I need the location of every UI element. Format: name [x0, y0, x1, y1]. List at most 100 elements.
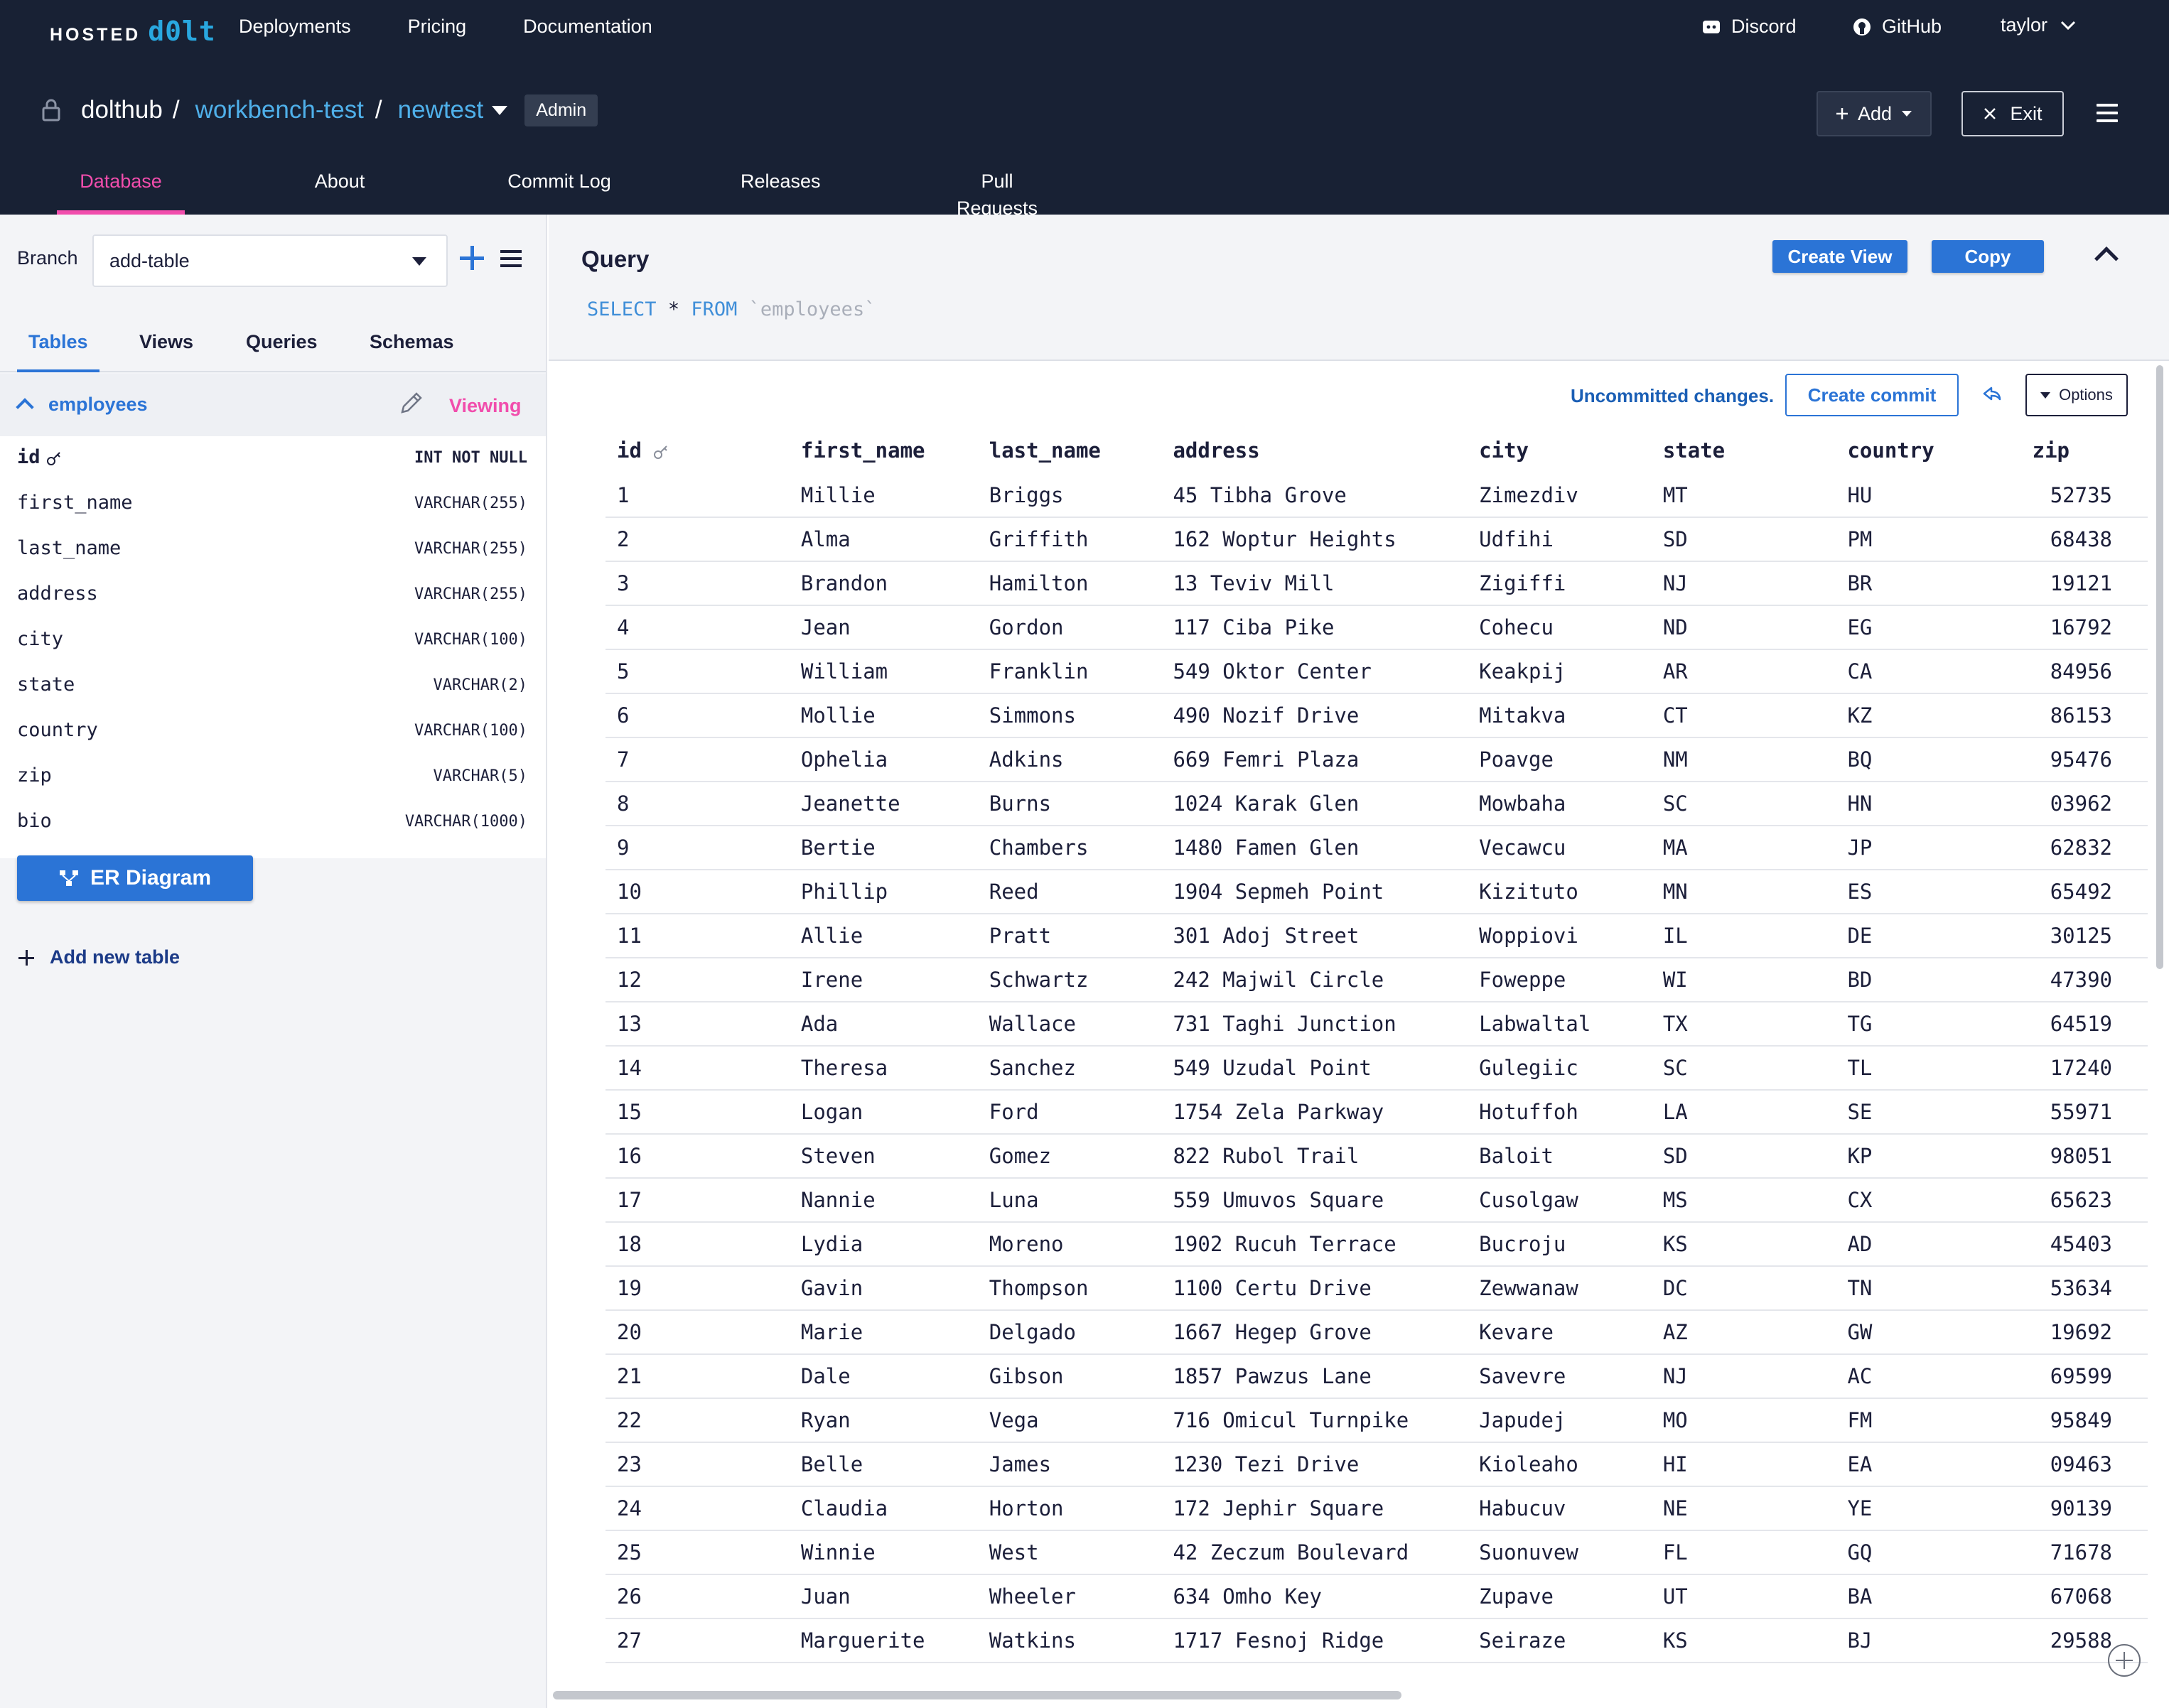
table-row[interactable]: 26 Juan Wheeler 634 Omho Key Zupave UT BA 67068 — [606, 1574, 2148, 1619]
table-cell-city[interactable]: Labwaltal — [1468, 1002, 1652, 1047]
table-cell-address[interactable]: 1902 Rucuh Terrace — [1161, 1222, 1468, 1267]
table-cell-city[interactable]: Hotuffoh — [1468, 1090, 1652, 1135]
table-cell-first-name[interactable]: Logan — [789, 1090, 978, 1135]
table-cell-id[interactable]: 24 — [606, 1486, 790, 1531]
table-cell-country[interactable]: BR — [1836, 561, 2021, 606]
table-row[interactable]: 16 Steven Gomez 822 Rubol Trail Baloit SD KP 98… — [606, 1134, 2148, 1179]
table-cell-address[interactable]: 669 Femri Plaza — [1161, 737, 1468, 782]
table-cell-first-name[interactable]: Nannie — [789, 1178, 978, 1223]
table-cell-address[interactable]: 1857 Pawzus Lane — [1161, 1354, 1468, 1399]
table-cell-zip[interactable]: 98051 — [2020, 1134, 2148, 1179]
new-branch-plus-icon[interactable] — [460, 246, 484, 270]
table-cell-last-name[interactable]: West — [977, 1530, 1162, 1575]
copy-button[interactable]: Copy — [1932, 240, 2044, 273]
table-cell-city[interactable]: Woppiovi — [1468, 914, 1652, 958]
table-cell-city[interactable]: Kizituto — [1468, 870, 1652, 914]
table-cell-country[interactable]: JP — [1836, 826, 2021, 870]
add-button[interactable]: Add — [1817, 91, 1932, 136]
table-cell-zip[interactable]: 64519 — [2020, 1002, 2148, 1047]
table-row[interactable]: 12 Irene Schwartz 242 Majwil Circle Foweppe W… — [606, 958, 2148, 1002]
column-header-last-name[interactable]: last_name — [978, 428, 1162, 473]
table-cell-state[interactable]: SD — [1651, 517, 1836, 562]
table-cell-country[interactable]: FM — [1836, 1398, 2021, 1443]
table-cell-state[interactable]: MN — [1651, 870, 1836, 914]
table-cell-zip[interactable]: 17240 — [2020, 1046, 2148, 1091]
column-header-city[interactable]: city — [1468, 428, 1652, 473]
sidebar-tab-queries[interactable]: Queries — [246, 331, 318, 352]
table-cell-address[interactable]: 1480 Famen Glen — [1161, 826, 1468, 870]
table-cell-state[interactable]: MT — [1651, 473, 1836, 518]
table-cell-zip[interactable]: 65492 — [2020, 870, 2148, 914]
breadcrumb-owner[interactable]: dolthub — [81, 96, 163, 124]
table-cell-id[interactable]: 1 — [606, 473, 790, 518]
table-cell-first-name[interactable]: Marguerite — [789, 1618, 978, 1663]
table-row[interactable]: 9 Bertie Chambers 1480 Famen Glen Vecawcu MA J… — [606, 826, 2148, 870]
table-cell-last-name[interactable]: Schwartz — [977, 958, 1162, 1002]
table-cell-zip[interactable]: 69599 — [2020, 1354, 2148, 1399]
table-cell-address[interactable]: 731 Taghi Junction — [1161, 1002, 1468, 1047]
table-cell-first-name[interactable]: Jean — [789, 605, 978, 650]
table-cell-zip[interactable]: 67068 — [2020, 1574, 2148, 1619]
table-cell-id[interactable]: 8 — [606, 782, 790, 826]
table-cell-city[interactable]: Seiraze — [1468, 1618, 1652, 1663]
table-cell-city[interactable]: Zewwanaw — [1468, 1266, 1652, 1311]
table-row[interactable]: 21 Dale Gibson 1857 Pawzus Lane Savevre NJ AC 6… — [606, 1354, 2148, 1399]
table-cell-address[interactable]: 549 Uzudal Point — [1161, 1046, 1468, 1091]
table-cell-address[interactable]: 1717 Fesnoj Ridge — [1161, 1618, 1468, 1663]
table-cell-zip[interactable]: 19692 — [2020, 1310, 2148, 1355]
horizontal-scrollbar[interactable] — [553, 1691, 1401, 1699]
table-cell-last-name[interactable]: Ford — [977, 1090, 1162, 1135]
breadcrumb-database[interactable]: newtest — [397, 96, 484, 124]
table-row[interactable]: 20 Marie Delgado 1667 Hegep Grove Kevare AZ GW… — [606, 1310, 2148, 1355]
nav-pricing[interactable]: Pricing — [407, 16, 467, 37]
table-cell-country[interactable]: TG — [1836, 1002, 2021, 1047]
table-cell-zip[interactable]: 55971 — [2020, 1090, 2148, 1135]
table-cell-city[interactable]: Mowbaha — [1468, 782, 1652, 826]
table-cell-first-name[interactable]: Ada — [789, 1002, 978, 1047]
table-cell-last-name[interactable]: Simmons — [977, 693, 1162, 738]
table-cell-address[interactable]: 172 Jephir Square — [1161, 1486, 1468, 1531]
query-sql[interactable]: SELECT * FROM `employees` — [587, 298, 876, 320]
table-cell-last-name[interactable]: Watkins — [977, 1618, 1162, 1663]
table-row[interactable]: 1 Millie Briggs 45 Tibha Grove Zimezdiv MT HU 5… — [606, 473, 2148, 518]
breadcrumb-repo[interactable]: workbench-test — [195, 96, 364, 124]
table-cell-country[interactable]: EG — [1836, 605, 2021, 650]
table-cell-id[interactable]: 15 — [606, 1090, 790, 1135]
table-cell-last-name[interactable]: Delgado — [977, 1310, 1162, 1355]
table-cell-last-name[interactable]: Sanchez — [977, 1046, 1162, 1091]
table-cell-state[interactable]: NJ — [1651, 561, 1836, 606]
table-cell-state[interactable]: MA — [1651, 826, 1836, 870]
tab-database[interactable]: Database — [57, 168, 185, 215]
table-cell-address[interactable]: 42 Zeczum Boulevard — [1161, 1530, 1468, 1575]
er-diagram-button[interactable]: ER Diagram — [17, 855, 253, 901]
table-name[interactable]: employees — [48, 394, 148, 415]
tab-releases[interactable]: Releases — [741, 171, 821, 192]
sidebar-tab-schemas[interactable]: Schemas — [370, 331, 454, 352]
table-cell-first-name[interactable]: Alma — [789, 517, 978, 562]
table-row[interactable]: 24 Claudia Horton 172 Jephir Square Habucuv N… — [606, 1486, 2148, 1531]
table-cell-state[interactable]: NE — [1651, 1486, 1836, 1531]
table-cell-city[interactable]: Habucuv — [1468, 1486, 1652, 1531]
table-cell-state[interactable]: SC — [1651, 782, 1836, 826]
table-cell-first-name[interactable]: Gavin — [789, 1266, 978, 1311]
table-cell-state[interactable]: UT — [1651, 1574, 1836, 1619]
table-cell-state[interactable]: NV — [1651, 1663, 1836, 1664]
table-cell-state[interactable]: HI — [1651, 1442, 1836, 1487]
vertical-scrollbar[interactable] — [2156, 365, 2163, 969]
table-cell-first-name[interactable]: Lydia — [789, 1222, 978, 1267]
create-commit-button[interactable]: Create commit — [1785, 374, 1959, 416]
table-cell-first-name[interactable]: Juan — [789, 1574, 978, 1619]
table-cell-last-name[interactable]: Garcia — [977, 1663, 1162, 1664]
table-cell-city[interactable]: Zigiffi — [1468, 561, 1652, 606]
table-cell-city[interactable]: Kioleaho — [1468, 1442, 1652, 1487]
table-cell-address[interactable]: 1100 Certu Drive — [1161, 1266, 1468, 1311]
table-cell-state[interactable]: SD — [1651, 1134, 1836, 1179]
table-cell-last-name[interactable]: Pratt — [977, 914, 1162, 958]
table-cell-zip[interactable]: 03962 — [2020, 782, 2148, 826]
table-row[interactable]: 11 Allie Pratt 301 Adoj Street Woppiovi IL DE 3… — [606, 914, 2148, 958]
table-cell-city[interactable]: Keakpij — [1468, 649, 1652, 694]
table-cell-last-name[interactable]: Reed — [977, 870, 1162, 914]
table-row[interactable]: 28TimothyGarcia1885 Bitec TerraceAfaceip… — [606, 1663, 2148, 1664]
table-cell-last-name[interactable]: Briggs — [977, 473, 1162, 518]
column-header-address[interactable]: address — [1161, 428, 1468, 473]
